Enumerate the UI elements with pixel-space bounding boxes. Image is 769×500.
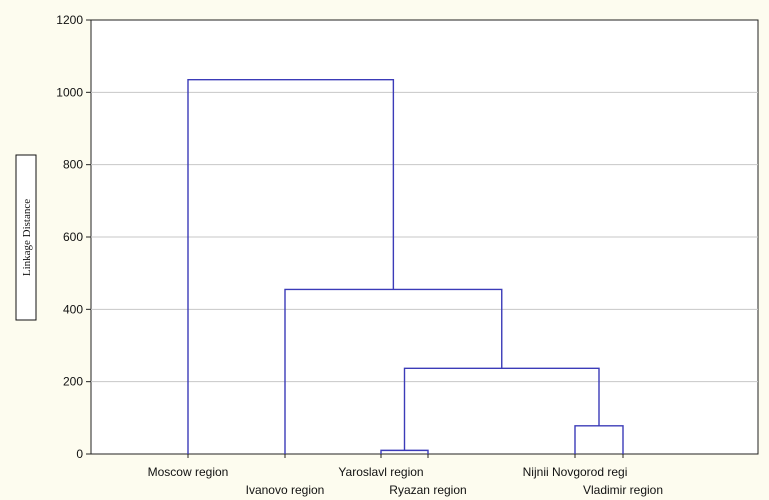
y-tick-label: 400 [63,302,83,316]
y-tick-label: 200 [63,375,83,389]
y-tick-label: 600 [63,230,83,244]
x-axis-leaf-labels: Moscow region Ivanovo region Yaroslavl reg… [148,454,663,497]
leaf-label: Vladimir region [583,483,663,497]
grid-lines [91,91,758,383]
y-axis-ticks: 0 200 400 600 800 1000 1200 [56,13,91,461]
leaf-label: Moscow region [148,465,229,479]
y-tick-label: 1000 [56,85,83,99]
leaf-label: Ryazan region [389,483,466,497]
y-tick-label: 1200 [56,13,83,27]
leaf-label: Yaroslavl region [338,465,423,479]
leaf-label: Nijnii Novgorod regi [523,465,628,479]
y-axis-label: Linkage Distance [21,199,33,276]
y-tick-label: 800 [63,158,83,172]
dendrogram-links [187,78,624,454]
dendrogram-link [284,288,503,454]
y-tick-label: 0 [76,447,83,461]
dendrogram-link [187,78,395,454]
leaf-label: Ivanovo region [246,483,325,497]
y-axis-label-box: Linkage Distance [15,154,37,321]
